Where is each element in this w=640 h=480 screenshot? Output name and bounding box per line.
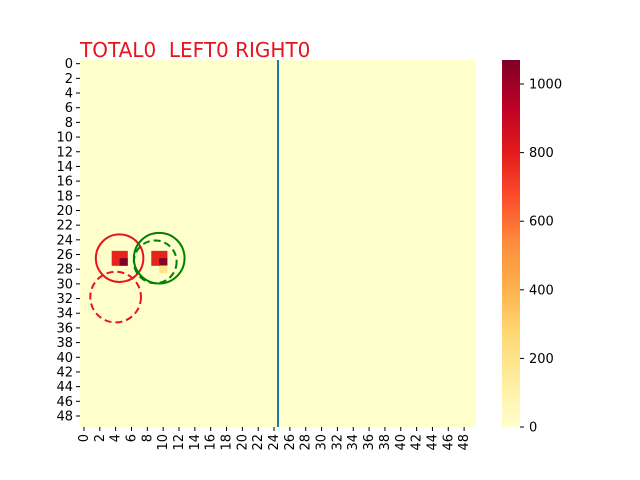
heatmap-cell: [159, 250, 168, 259]
y-tick-label: 42: [56, 365, 73, 380]
x-tick-label: 48: [457, 434, 472, 451]
x-tick-label: 8: [140, 434, 155, 442]
x-tick-label: 22: [251, 434, 266, 451]
heatmap-cell: [119, 250, 128, 259]
y-tick-label: 14: [56, 160, 73, 175]
y-tick-label: 18: [56, 189, 73, 204]
y-tick-label: 28: [56, 263, 73, 278]
x-tick-label: 24: [267, 434, 282, 451]
solid-circle: [94, 233, 145, 283]
colorbar-tick-label: 400: [529, 283, 554, 298]
y-tick-label: 32: [56, 292, 73, 307]
colorbar-tick-label: 0: [529, 421, 537, 436]
y-tick-label: 8: [65, 116, 73, 131]
x-tick-label: 34: [346, 434, 361, 451]
y-tick-label: 36: [56, 321, 73, 336]
dashed-circle: [89, 270, 142, 324]
x-tick-label: 40: [394, 434, 409, 451]
colorbar-tick-label: 800: [529, 146, 554, 161]
x-tick-label: 16: [204, 434, 219, 451]
y-tick-label: 30: [56, 277, 73, 292]
x-tick-label: 42: [410, 434, 425, 451]
x-tick-label: 38: [378, 434, 393, 451]
x-tick-label: 0: [77, 434, 92, 442]
x-tick-label: 12: [172, 434, 187, 451]
x-tick-label: 14: [188, 434, 203, 451]
x-tick-label: 20: [235, 434, 250, 451]
x-tick-label: 36: [362, 434, 377, 451]
heatmap-cell: [159, 258, 168, 266]
y-tick-label: 26: [56, 248, 73, 263]
y-tick-label: 46: [56, 395, 73, 410]
y-tick-label: 20: [56, 204, 73, 219]
y-tick-label: 48: [56, 409, 73, 424]
heatmap-cell: [159, 265, 168, 274]
x-tick-label: 4: [109, 434, 124, 442]
y-tick-label: 0: [65, 57, 73, 72]
x-tick-label: 44: [425, 434, 440, 451]
heatmap-cell: [111, 250, 120, 259]
y-tick-label: 40: [56, 351, 73, 366]
x-tick-label: 46: [441, 434, 456, 451]
x-tick-label: 28: [299, 434, 314, 451]
y-tick-label: 6: [65, 101, 73, 116]
y-tick-label: 44: [56, 380, 73, 395]
y-tick-label: 34: [56, 307, 73, 322]
y-tick-label: 4: [65, 87, 73, 102]
y-tick-label: 22: [56, 219, 73, 234]
y-tick-label: 16: [56, 175, 73, 190]
chart-title: TOTAL0 LEFT0 RIGHT0: [80, 38, 311, 62]
x-tick-label: 26: [283, 434, 298, 451]
colorbar: [502, 60, 520, 427]
x-tick-label: 10: [156, 434, 171, 451]
heatmap-cell: [151, 258, 160, 266]
x-tick-label: 6: [124, 434, 139, 442]
y-tick-label: 24: [56, 233, 73, 248]
colorbar-tick-label: 600: [529, 215, 554, 230]
x-tick-label: 30: [315, 434, 330, 451]
y-tick-label: 12: [56, 145, 73, 160]
y-tick-label: 38: [56, 336, 73, 351]
colorbar-tick-label: 1000: [529, 78, 562, 93]
heatmap-cell: [111, 258, 120, 266]
x-tick-label: 18: [220, 434, 235, 451]
y-tick-label: 2: [65, 72, 73, 87]
dashed-circle: [132, 239, 178, 285]
x-tick-label: 32: [330, 434, 345, 451]
heatmap-cell: [119, 258, 128, 266]
x-tick-label: 2: [93, 434, 108, 442]
y-tick-label: 10: [56, 131, 73, 146]
colorbar-tick-label: 200: [529, 352, 554, 367]
heatmap-cell: [151, 250, 160, 259]
